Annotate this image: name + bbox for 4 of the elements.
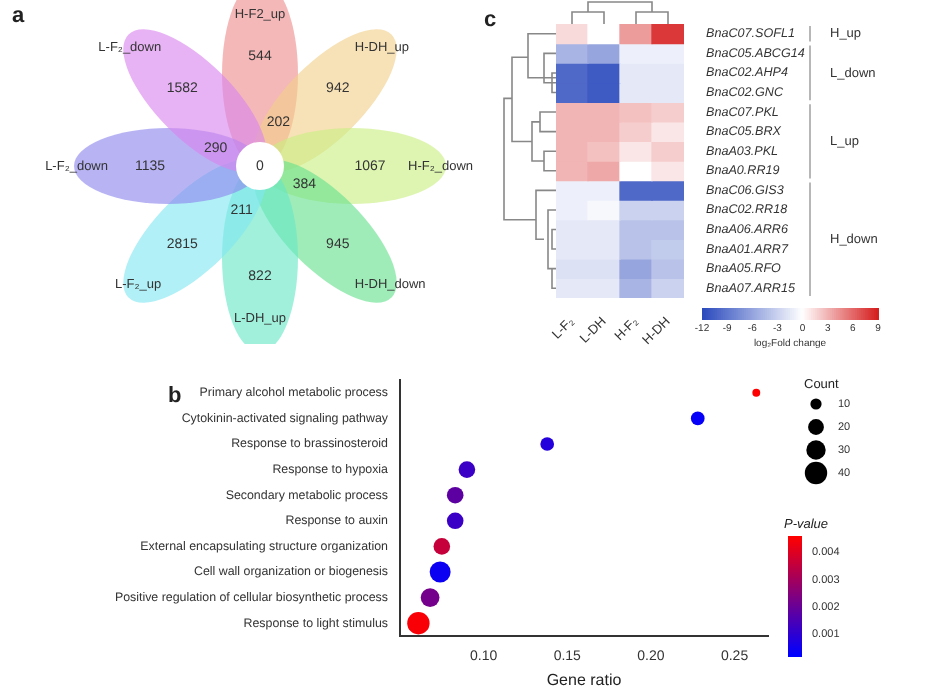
text: b — [168, 384, 182, 408]
text: a — [12, 4, 25, 28]
x-axis-title: Gene ratio — [546, 670, 623, 689]
chart-title: c — [484, 8, 497, 32]
